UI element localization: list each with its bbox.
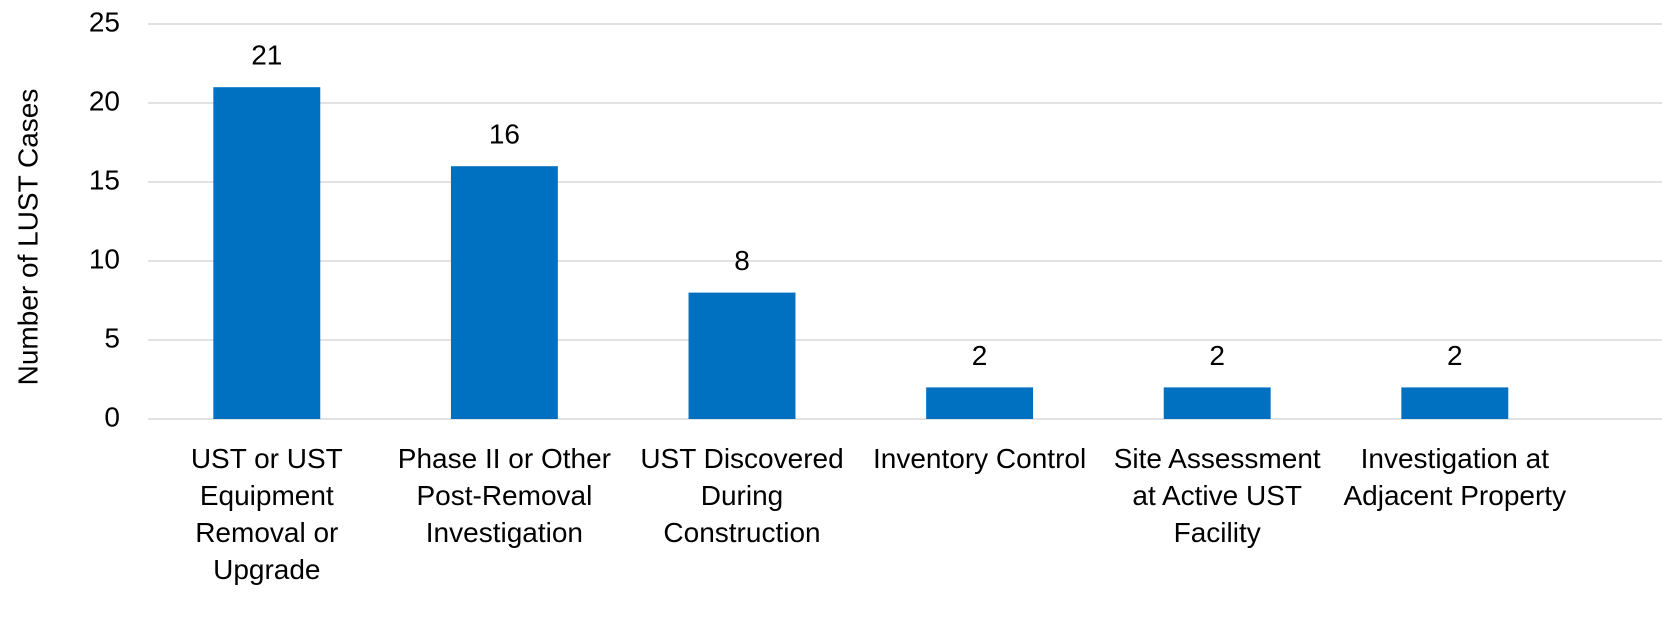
bar <box>688 292 796 419</box>
data-label: 2 <box>972 340 988 371</box>
bar <box>450 166 558 419</box>
y-tick-label: 25 <box>89 6 120 37</box>
y-tick-label: 15 <box>89 164 120 195</box>
x-tick-label: UST or UST Equipment Removal or Upgrade <box>190 443 343 585</box>
bar <box>1163 387 1271 419</box>
x-tick-label: UST Discovered During Construction <box>640 443 844 548</box>
data-label: 21 <box>251 40 282 71</box>
x-tick-label: Investigation at Adjacent Property <box>1343 443 1567 511</box>
data-label: 2 <box>1447 340 1463 371</box>
y-tick-label: 10 <box>89 243 120 274</box>
x-tick-label: Site Assessment at Active UST Facility <box>1113 443 1321 548</box>
y-tick-label: 20 <box>89 85 120 116</box>
bar <box>926 387 1034 419</box>
x-tick-label: Phase II or Other Post-Removal Investiga… <box>397 443 611 548</box>
bar <box>213 87 321 419</box>
x-tick-label: Inventory Control <box>872 443 1087 474</box>
data-label: 2 <box>1209 340 1225 371</box>
y-axis-label: Number of LUST Cases <box>12 89 43 386</box>
data-label: 8 <box>734 245 750 276</box>
data-label: 16 <box>489 119 520 150</box>
y-tick-label: 0 <box>104 401 120 432</box>
y-tick-label: 5 <box>104 322 120 353</box>
bar <box>1401 387 1509 419</box>
